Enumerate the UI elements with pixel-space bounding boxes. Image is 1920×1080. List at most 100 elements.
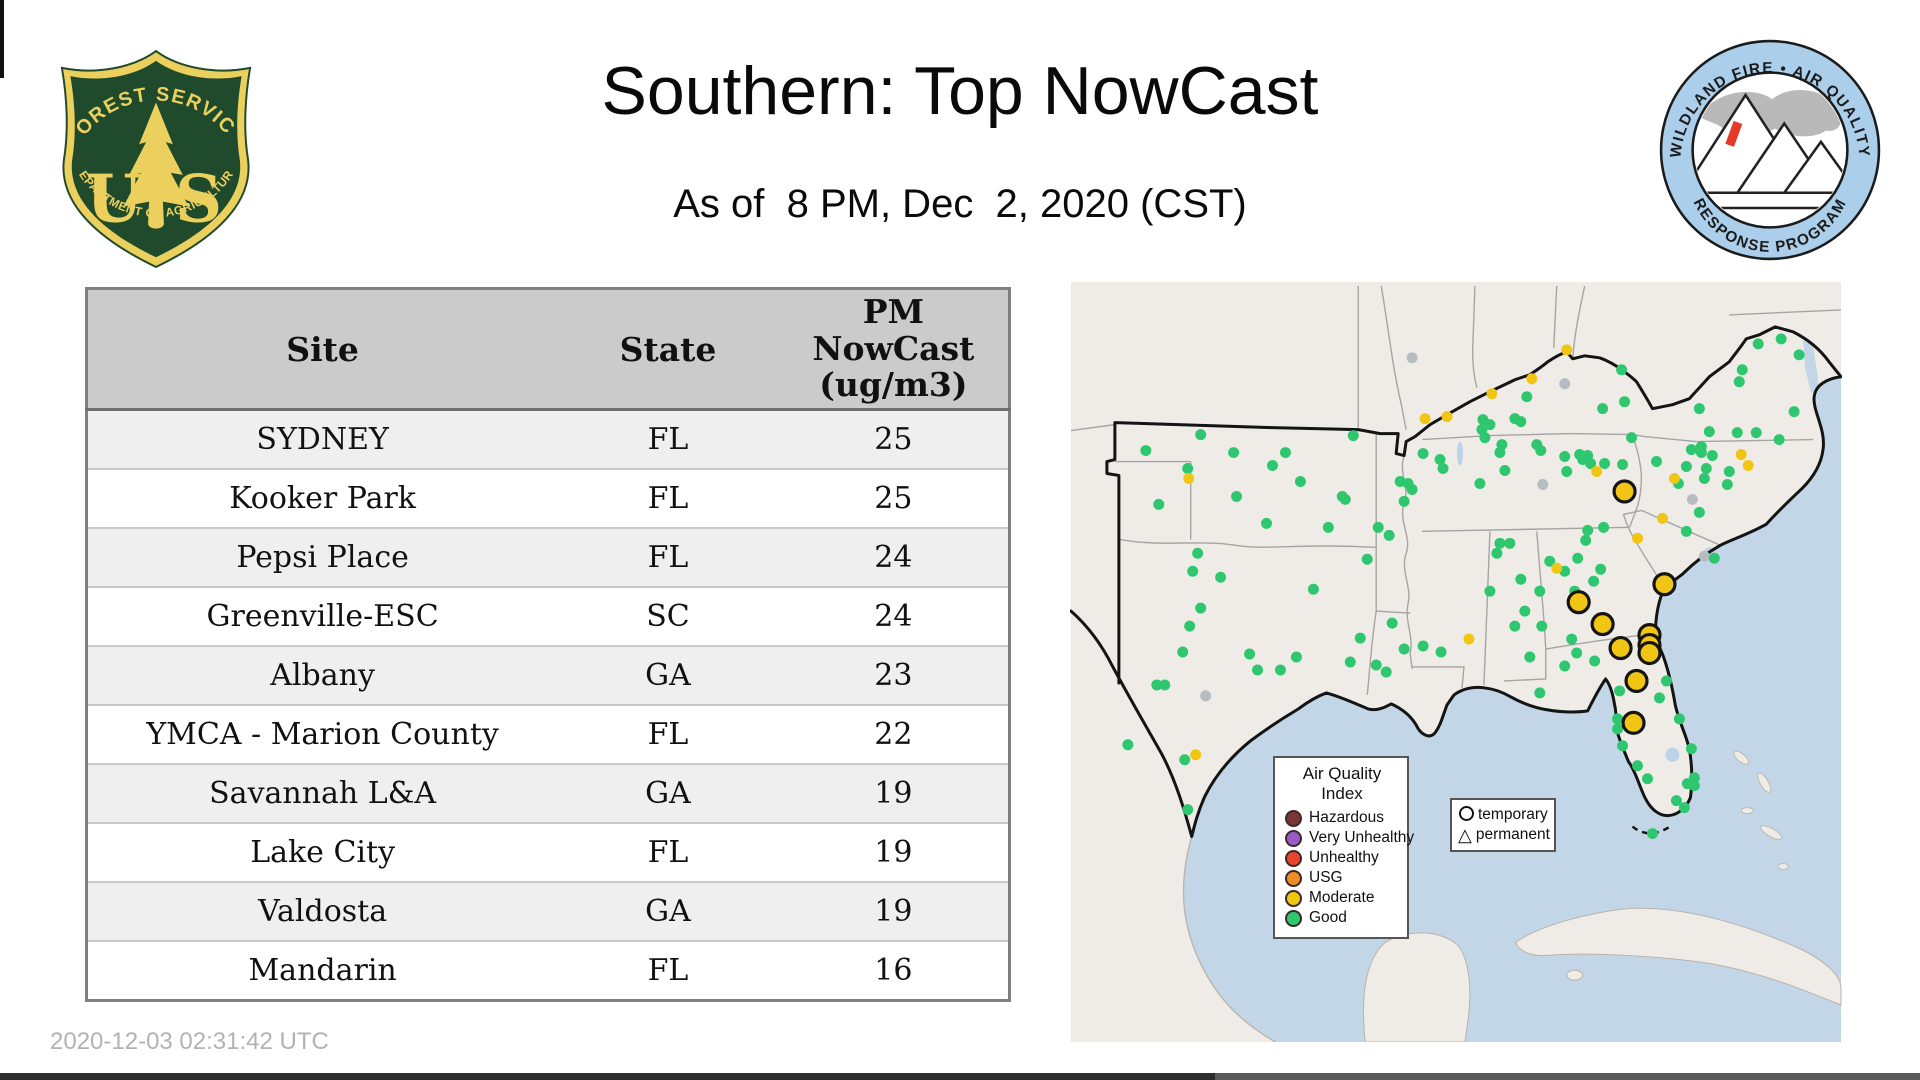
monitor-dot-good [1417,448,1429,460]
monitor-dot-good [1322,521,1334,533]
aqi-color-swatch [1285,909,1302,927]
monitor-dot-good [1703,426,1715,438]
top-site-marker [1621,710,1646,735]
monitor-dot-good [1347,430,1359,442]
top-site-marker [1652,572,1677,597]
column-header-site: Site [86,288,558,411]
cell-state: FL [557,941,779,1002]
aqi-legend-label: USG [1309,869,1343,886]
aqi-legend-label: Very Unhealthy [1309,829,1415,846]
cell-site: Savannah L&A [86,764,558,824]
aqi-legend-item: Very Unhealthy [1285,829,1414,847]
cell-pm: 24 [778,587,1010,647]
monitor-dot-no-data [1200,690,1212,702]
table-row: Albany GA 23 [86,646,1010,706]
monitor-dot-good [1650,456,1662,468]
aqi-legend-item: Moderate [1285,889,1399,907]
monitor-dot-moderate [1668,472,1680,484]
top-site-marker [1590,612,1615,637]
monitor-dot-good [1195,602,1207,614]
monitor-dot-good [1184,620,1196,632]
cell-pm: 25 [778,469,1010,529]
monitor-dot-good [1153,498,1165,510]
wfaqrp-logo: WILDLAND FIRE • AIR QUALITY RESPONSE PRO… [1659,39,1881,261]
mexico-coastline [1182,836,1276,1042]
monitor-dot-good [1491,547,1503,559]
monitor-dot-moderate [1486,388,1498,400]
monitor-dot-good [1788,406,1800,418]
monitor-dot-good [1612,713,1624,725]
pm-header-line3: (ug/m3) [819,365,968,405]
monitor-dot-good [1598,521,1610,533]
monitor-dot-no-data [1559,378,1571,390]
monitor-dot-good [1773,434,1785,446]
monitor-dot-good [1693,403,1705,415]
monitor-dot-good [1187,565,1199,577]
monitor-dot-good [1599,458,1611,470]
bottom-bar-dark [0,1073,1215,1080]
monitor-dot-good [1723,466,1735,477]
aqi-color-swatch [1285,809,1302,827]
monitor-dot-good [1398,643,1410,655]
bahamas-islands [1733,750,1789,870]
cell-site: Kooker Park [86,469,558,529]
monitor-dot-good [1140,445,1152,457]
table-header-row: Site State PM NowCast (ug/m3) [86,288,1010,411]
monitor-dot-good [1706,450,1718,462]
monitor-dot-moderate [1183,472,1195,484]
monitor-dot-good [1402,477,1414,489]
monitor-dot-moderate [1742,460,1754,472]
pm-header-line2: NowCast [812,328,975,368]
monitor-dot-moderate [1441,411,1453,423]
monitor-dot-good [1524,651,1536,663]
monitor-dot-good [1612,723,1624,735]
table-row: Pepsi Place FL 24 [86,528,1010,588]
monitor-dot-good [1588,575,1600,587]
monitor-dot-good [1678,802,1690,814]
monitor-dot-no-data [1406,352,1418,364]
cell-state: FL [557,823,779,883]
monitor-dot-good [1680,525,1692,537]
monitor-dot-moderate [1419,413,1431,425]
monitor-dot-good [1680,461,1692,472]
top-site-marker [1566,590,1591,615]
table-row: Greenville-ESC SC 24 [86,587,1010,647]
monitor-dot-good [1386,617,1398,629]
monitor-dot-good [1670,795,1682,807]
monitor-dot-good [1266,460,1278,472]
monitor-dot-good [1685,444,1697,456]
monitor-dot-good [1559,451,1571,463]
monitor-dot-moderate [1463,633,1475,645]
monitor-dot-good [1215,571,1227,583]
monitor-dot-good [1279,447,1291,459]
monitor-dot-good [1182,463,1194,474]
nowcast-table: Site State PM NowCast (ug/m3) SYDNEY FL 25… [85,287,1011,1002]
monitor-dot-good [1577,454,1589,466]
monitor-dot-good [1476,424,1488,436]
monitor-dot-good [1484,585,1496,597]
monitor-dot-good [1244,648,1256,660]
monitor-dot-good [1626,432,1638,444]
table-row: Valdosta GA 19 [86,882,1010,942]
monitor-dot-good [1561,466,1573,477]
permanent-label: permanent [1475,826,1550,843]
monitor-dot-good [1642,773,1653,785]
monitor-dot-good [1509,620,1521,632]
monitor-dot-good [1617,459,1629,471]
monitor-dot-no-data [1537,478,1549,490]
monitor-dot-good [1693,506,1705,518]
monitor-dot-good [1572,552,1584,564]
monitor-dot-moderate [1526,373,1538,385]
monitor-dot-good [1589,655,1601,667]
monitor-dot-good [1122,739,1134,751]
table-row: YMCA - Marion County FL 22 [86,705,1010,765]
left-edge-artifact [0,0,4,78]
top-site-marker [1637,640,1662,666]
monitor-dot-good [1228,447,1240,459]
monitor-dot-good [1417,640,1429,652]
aqi-legend-label: Unhealthy [1309,849,1379,866]
monitor-dot-good [1294,475,1306,487]
monitor-dot-good [1177,646,1189,658]
florida-keys [1631,824,1673,835]
monitor-dot-good [1750,427,1762,439]
